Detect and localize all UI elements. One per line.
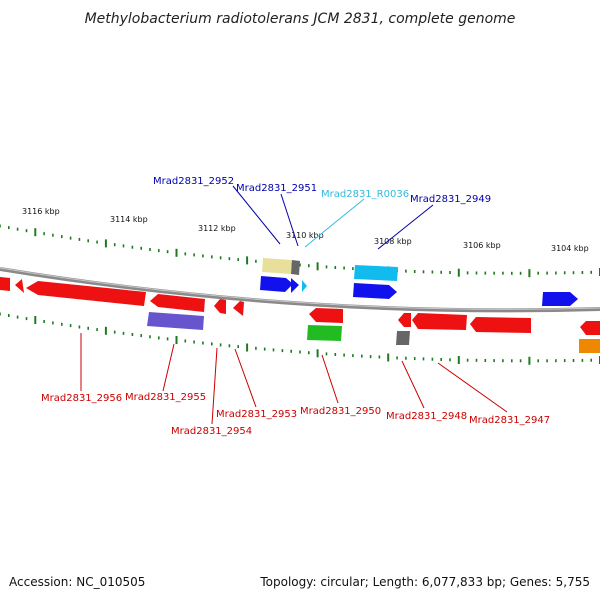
gene-label-2947[interactable]: Mrad2831_2947 (469, 415, 550, 426)
gene-label-2948[interactable]: Mrad2831_2948 (386, 411, 467, 422)
gene-label-2950[interactable]: Mrad2831_2950 (300, 406, 381, 417)
gene-features (0, 258, 600, 353)
gene-2948-small[interactable] (398, 313, 411, 327)
gene-2953[interactable] (233, 301, 244, 316)
gene-2955-purple[interactable] (147, 312, 204, 330)
gene-2950-green[interactable] (307, 325, 342, 341)
gene-label-2949[interactable]: Mrad2831_2949 (410, 194, 491, 205)
gene-label-2956[interactable]: Mrad2831_2956 (41, 393, 122, 404)
gene-2950[interactable] (309, 308, 343, 323)
outer-scale-ticks (0, 224, 600, 278)
scale-label-3112: 3112 kbp (198, 224, 236, 233)
scale-label-3108: 3108 kbp (374, 237, 412, 246)
gene-2948[interactable] (412, 313, 467, 330)
gene-label-2951[interactable]: Mrad2831_2951 (236, 183, 317, 194)
gene-2955[interactable] (150, 294, 205, 312)
inner-scale-ticks (0, 312, 600, 365)
gene-2949-cyan[interactable] (354, 265, 398, 281)
map-title: Methylobacterium radiotolerans JCM 2831,… (85, 11, 516, 27)
scale-label-3106: 3106 kbp (463, 241, 501, 250)
gene-2957-small[interactable] (15, 279, 24, 293)
gene-2945[interactable] (542, 292, 578, 306)
gene-R0036[interactable] (302, 280, 307, 292)
accession-text: Accession: NC_010505 (9, 575, 145, 589)
scale-label-3110: 3110 kbp (286, 231, 324, 240)
gene-2952[interactable] (260, 276, 293, 292)
gene-2948-gray[interactable] (396, 331, 410, 345)
genome-backbone-highlight (0, 267, 600, 310)
gene-label-R0036[interactable]: Mrad2831_R0036 (321, 189, 409, 200)
gene-2946-orange[interactable] (579, 339, 600, 353)
gene-label-2955[interactable]: Mrad2831_2955 (125, 392, 206, 403)
scale-label-3116: 3116 kbp (22, 207, 60, 216)
gene-2957[interactable] (0, 277, 10, 291)
gene-label-2953[interactable]: Mrad2831_2953 (216, 409, 297, 420)
gene-label-2954[interactable]: Mrad2831_2954 (171, 426, 252, 437)
callout-lines (80, 185, 508, 425)
gene-2949[interactable] (353, 283, 397, 299)
gene-2947[interactable] (470, 317, 531, 333)
genome-backbone (0, 267, 600, 313)
gene-2951[interactable] (291, 278, 299, 293)
gene-2952-gray[interactable] (291, 260, 300, 275)
scale-label-3114: 3114 kbp (110, 215, 148, 224)
genome-summary-text: Topology: circular; Length: 6,077,833 bp… (259, 575, 590, 589)
gene-label-2952[interactable]: Mrad2831_2952 (153, 176, 234, 187)
gene-2956[interactable] (26, 281, 146, 306)
gene-2946[interactable] (580, 321, 600, 335)
gene-2954[interactable] (214, 299, 226, 314)
scale-label-3104: 3104 kbp (551, 244, 589, 253)
gene-2952-khaki[interactable] (262, 258, 292, 274)
